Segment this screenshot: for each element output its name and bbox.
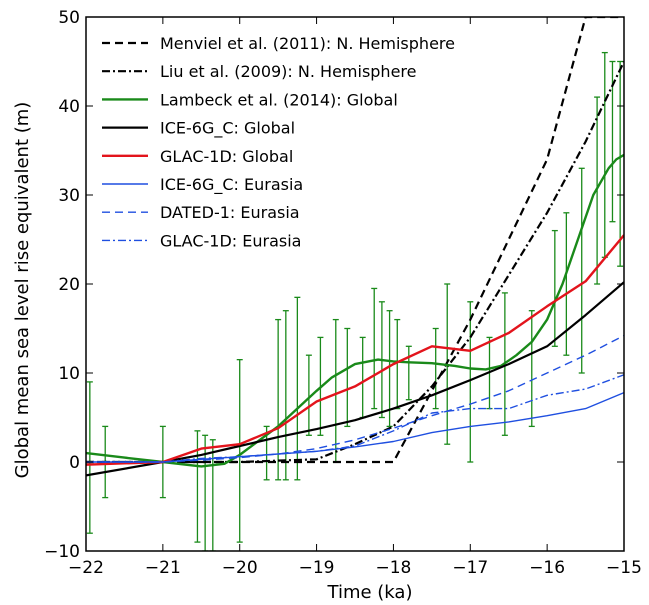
series-line-5 bbox=[86, 391, 624, 463]
error-bar-8 bbox=[275, 318, 282, 481]
legend-label-4: GLAC-1D: Global bbox=[160, 147, 293, 166]
legend-label-6: DATED-1: Eurasia bbox=[160, 203, 300, 222]
legend-label-2: Lambeck et al. (2014): Global bbox=[160, 90, 398, 109]
legend-entry-5: ICE-6G_C: Eurasia bbox=[102, 175, 303, 195]
x-tick-label-3: −19 bbox=[299, 558, 335, 578]
error-bar-0 bbox=[86, 381, 93, 534]
error-bar-10 bbox=[294, 296, 301, 481]
error-bar-11 bbox=[305, 354, 312, 436]
legend-label-0: Menviel et al. (2011): N. Hemisphere bbox=[160, 34, 455, 53]
legend-entry-6: DATED-1: Eurasia bbox=[102, 203, 300, 222]
error-bar-21 bbox=[432, 327, 439, 410]
x-tick-label-1: −21 bbox=[145, 558, 181, 578]
legend-label-3: ICE-6G_C: Global bbox=[160, 119, 295, 139]
y-axis-label: Global mean sea level rise equivalent (m… bbox=[12, 102, 33, 479]
legend-entry-3: ICE-6G_C: Global bbox=[102, 119, 295, 139]
error-bar-18 bbox=[386, 310, 393, 428]
series-line-0 bbox=[86, 17, 624, 464]
error-bar-3 bbox=[194, 430, 201, 543]
y-tick-label-3: 20 bbox=[58, 275, 80, 295]
x-tick-label-0: −22 bbox=[68, 558, 104, 578]
error-bar-28 bbox=[563, 212, 570, 356]
y-tick-label-5: 40 bbox=[58, 97, 80, 117]
error-bar-33 bbox=[617, 60, 624, 267]
y-tick-label-2: 10 bbox=[58, 364, 80, 384]
legend: Menviel et al. (2011): N. Hemisphere Liu … bbox=[102, 34, 455, 250]
plot-area bbox=[86, 17, 624, 551]
y-tick-label-4: 30 bbox=[58, 186, 80, 206]
legend-entry-0: Menviel et al. (2011): N. Hemisphere bbox=[102, 34, 455, 53]
error-bar-32 bbox=[609, 60, 616, 223]
x-axis-label: Time (ka) bbox=[327, 582, 413, 603]
legend-label-1: Liu et al. (2009): N. Hemisphere bbox=[160, 62, 416, 81]
series-line-3 bbox=[86, 281, 624, 477]
legend-entry-1: Liu et al. (2009): N. Hemisphere bbox=[102, 62, 416, 81]
x-tick-label-2: −20 bbox=[222, 558, 258, 578]
x-tick-label-4: −18 bbox=[375, 558, 411, 578]
error-bar-13 bbox=[332, 318, 339, 463]
error-bar-5 bbox=[209, 439, 216, 551]
x-tick-label-5: −17 bbox=[452, 558, 488, 578]
error-bar-31 bbox=[601, 51, 608, 258]
error-bar-14 bbox=[344, 327, 351, 428]
y-tick-label-6: 50 bbox=[58, 8, 80, 28]
error-bar-26 bbox=[528, 310, 535, 428]
error-bar-29 bbox=[578, 167, 585, 374]
x-tick-label-6: −16 bbox=[529, 558, 565, 578]
y-tick-label-1: 0 bbox=[69, 453, 80, 473]
legend-entry-4: GLAC-1D: Global bbox=[102, 147, 293, 166]
legend-entry-7: GLAC-1D: Eurasia bbox=[102, 231, 301, 250]
legend-label-5: ICE-6G_C: Eurasia bbox=[160, 175, 303, 195]
x-tick-label-7: −15 bbox=[606, 558, 642, 578]
axes: −22 −21 −20 −19 −18 −17 −16 −15 −10 0 10 20 30 40 50 bbox=[44, 8, 642, 578]
error-bar-20 bbox=[405, 345, 412, 401]
series-line-2 bbox=[86, 153, 624, 468]
legend-label-7: GLAC-1D: Eurasia bbox=[160, 231, 301, 250]
error-bar-15 bbox=[359, 336, 366, 419]
series-line-4 bbox=[86, 234, 624, 466]
legend-entry-2: Lambeck et al. (2014): Global bbox=[102, 90, 398, 109]
error-bar-9 bbox=[282, 310, 289, 481]
y-tick-label-0: −10 bbox=[44, 542, 80, 562]
error-bar-6 bbox=[236, 358, 243, 543]
series-line-6 bbox=[86, 334, 624, 463]
series-line-7 bbox=[86, 374, 624, 463]
error-bar-16 bbox=[371, 287, 378, 410]
error-bar-23 bbox=[467, 301, 474, 463]
plot-clip-group bbox=[86, 17, 624, 551]
error-bar-27 bbox=[551, 229, 558, 347]
